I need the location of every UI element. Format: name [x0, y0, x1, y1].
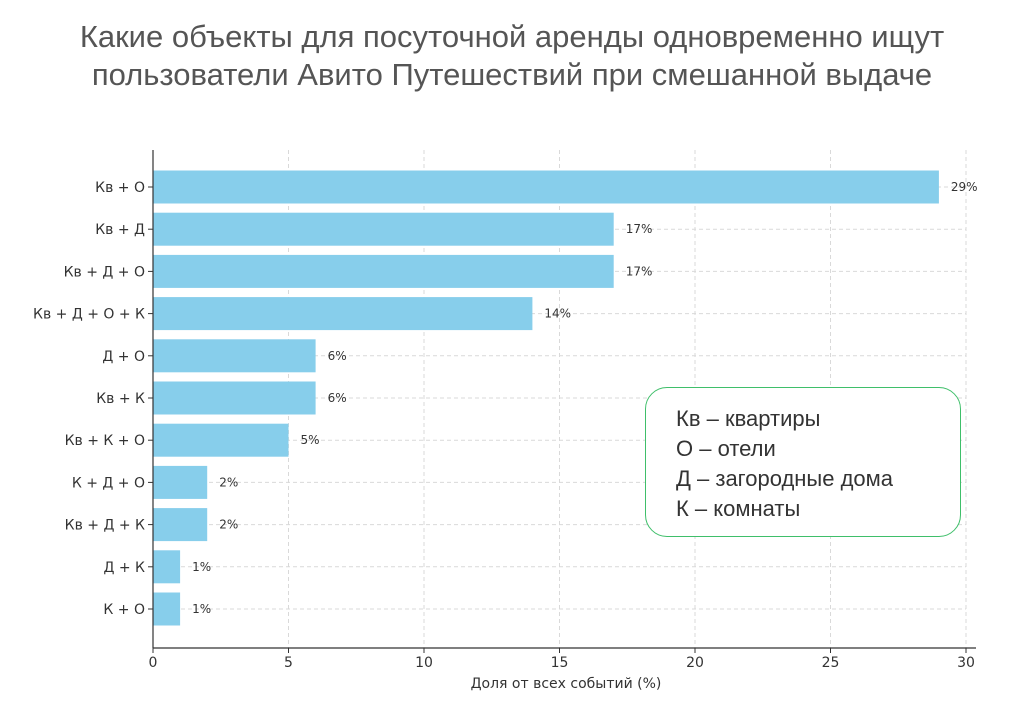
bar [153, 339, 316, 373]
value-label: 14% [544, 307, 571, 321]
axes [148, 150, 976, 653]
x-tick-label: 25 [822, 655, 840, 671]
category-label: Д + К [103, 560, 145, 576]
value-label: 5% [301, 433, 320, 447]
category-label: Кв + Д + К [65, 518, 145, 534]
x-tick-label: 30 [957, 655, 975, 671]
legend-item-k: К – комнаты [676, 496, 801, 521]
value-label: 1% [192, 560, 211, 574]
bar [153, 254, 614, 288]
chart-title-line-2: пользователи Авито Путешествий при смеша… [91, 57, 933, 92]
x-axis-title: Доля от всех событий (%) [471, 676, 662, 692]
legend-item-o: О – отели [676, 436, 776, 461]
category-label: Кв + О [95, 180, 145, 196]
chart-title-line-1: Какие объекты для посуточной аренды одно… [79, 19, 945, 54]
bar [153, 381, 316, 415]
value-label: 2% [219, 518, 238, 532]
x-tick-label: 10 [415, 655, 433, 671]
category-label: Кв + К + О [65, 433, 145, 449]
bar [153, 465, 208, 499]
category-label: Кв + Д + О [64, 264, 145, 280]
legend: Кв – квартиры О – отели Д – загородные д… [645, 387, 961, 537]
x-tick-label: 5 [284, 655, 293, 671]
category-label: Кв + Д [95, 222, 145, 238]
value-label: 6% [328, 349, 347, 363]
category-label: К + Д + О [72, 475, 145, 491]
value-label: 17% [626, 222, 653, 236]
category-label: Кв + К [96, 391, 145, 407]
legend-item-d: Д – загородные дома [676, 466, 894, 491]
bar [153, 508, 208, 542]
value-label: 2% [219, 475, 238, 489]
x-tick-label: 15 [551, 655, 569, 671]
bar [153, 170, 939, 204]
value-label: 6% [328, 391, 347, 405]
category-label: Кв + Д + О + К [33, 307, 145, 323]
bar [153, 297, 533, 331]
category-label: К + О [103, 602, 145, 618]
value-label: 1% [192, 602, 211, 616]
chart-title: Какие объекты для посуточной аренды одно… [0, 18, 1024, 94]
legend-item-kv: Кв – квартиры [676, 406, 821, 431]
value-label: 17% [626, 264, 653, 278]
category-label: Д + О [102, 349, 145, 365]
x-tick-label: 20 [686, 655, 704, 671]
bar [153, 423, 289, 457]
labels: 0 5 10 15 20 25 30 Кв + О 29% Кв + Д 17% Кв + Д + О… [33, 180, 978, 671]
bar [153, 550, 181, 584]
bar [153, 592, 181, 626]
x-tick-label: 0 [149, 655, 158, 671]
bar [153, 212, 614, 246]
bars [153, 170, 939, 626]
value-label: 29% [951, 180, 978, 194]
